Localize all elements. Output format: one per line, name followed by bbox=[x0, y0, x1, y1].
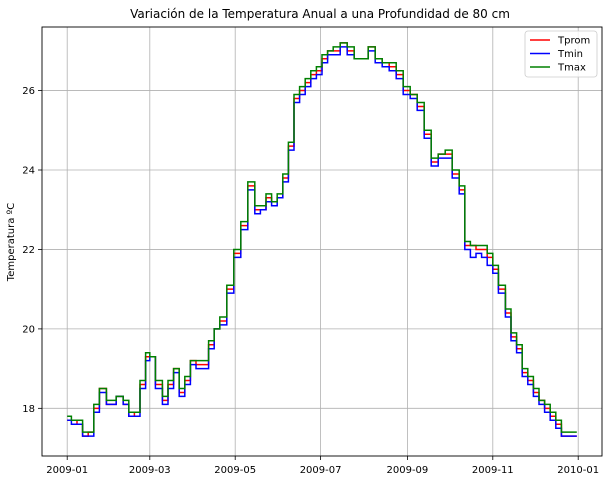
x-tick-label: 2009-09 bbox=[387, 465, 429, 476]
grid bbox=[42, 27, 602, 456]
legend-label-tmax: Tmax bbox=[557, 63, 586, 74]
x-tick-label: 2009-07 bbox=[300, 465, 342, 476]
series-line-tmax bbox=[67, 42, 577, 433]
series-layer bbox=[67, 42, 577, 437]
x-tick-label: 2009-05 bbox=[214, 465, 256, 476]
y-tick-label: 24 bbox=[22, 166, 35, 177]
ticks: 2009-01 2009-03 2009-05 2009-07 2009-09 2009-… bbox=[22, 86, 599, 476]
y-tick-label: 26 bbox=[22, 86, 35, 97]
legend: Tprom Tmin Tmax bbox=[524, 30, 598, 78]
legend-label-tprom: Tprom bbox=[557, 36, 590, 47]
y-tick-label: 22 bbox=[22, 245, 35, 256]
plot-frame bbox=[41, 26, 603, 457]
x-tick-label: 2009-03 bbox=[129, 465, 171, 476]
y-axis-label: Temperatura ºC bbox=[6, 203, 17, 282]
legend-label-tmin: Tmin bbox=[557, 49, 583, 60]
y-tick-label: 20 bbox=[22, 324, 35, 335]
legend-box bbox=[524, 30, 598, 78]
x-tick-label: 2009-11 bbox=[472, 465, 514, 476]
chart-title: Variación de la Temperatura Anual a una … bbox=[130, 7, 510, 21]
x-tick-label: 2009-01 bbox=[46, 465, 88, 476]
y-tick-label: 18 bbox=[22, 404, 35, 415]
x-tick-label: 2010-01 bbox=[557, 465, 599, 476]
